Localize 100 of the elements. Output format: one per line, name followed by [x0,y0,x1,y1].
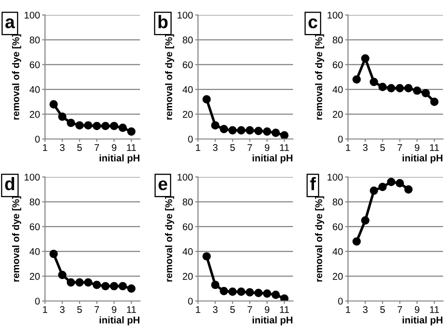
y-tick-label: 0 [338,136,343,143]
y-tick-label: 20 [182,110,193,118]
x-tick-label: 5 [77,306,82,313]
point [66,118,76,128]
x-tick-label: 9 [112,144,116,151]
point [246,288,254,296]
x-axis-title: initial pH [252,316,292,326]
chart-title: b [158,15,168,28]
x-tick-label: 5 [230,144,235,151]
point [75,121,84,130]
x-tick-label: 11 [430,144,439,151]
point [110,122,118,130]
point [272,290,280,299]
y-tick-label: 60 [332,61,343,68]
x-tick-label: 3 [212,144,218,151]
point [101,282,110,290]
point [220,286,228,296]
x-tick-label: 5 [230,306,235,313]
point [361,54,370,63]
point [84,121,92,130]
y-tick-label: 80 [182,198,193,206]
y-tick-label: 20 [332,110,343,118]
point [272,128,280,137]
point [58,112,66,121]
point [228,126,237,134]
x-tick-label: 1 [196,144,200,151]
point [75,278,84,287]
x-axis-title: initial pH [252,154,292,164]
y-tick-label: 20 [30,110,40,118]
y-tick-label: 60 [30,61,40,68]
y-tick-label: 60 [182,223,193,230]
y-tick-label: 80 [332,36,343,44]
y-tick-label: 80 [30,36,40,44]
y-tick-label: 80 [182,36,193,44]
point [211,121,220,130]
chart-title: e [158,180,168,190]
x-tick-label: 9 [112,306,116,313]
point [412,86,422,95]
point [228,288,237,296]
point [101,122,110,130]
point [58,270,66,280]
y-tick-label: 100 [178,12,193,19]
y-tick-label: 60 [332,223,343,230]
x-tick-label: 7 [248,306,252,313]
point [127,284,136,293]
x-tick-label: 9 [414,144,420,151]
point [49,100,58,108]
x-tick-label: 5 [380,306,385,313]
y-axis-title: removal of dye [%] [315,196,324,282]
x-tick-label: 3 [60,144,65,151]
x-tick-label: 11 [127,144,136,151]
chart-title: d [5,177,14,190]
x-tick-label: 5 [380,144,385,151]
x-tick-label: 5 [77,144,82,151]
point [118,124,127,132]
x-tick-label: 11 [280,144,289,151]
x-tick-label: 1 [43,144,48,151]
y-tick-label: 100 [178,174,193,181]
point [84,278,92,287]
point [127,127,136,136]
y-tick-label: 40 [182,248,193,256]
point [396,179,404,188]
point [396,84,404,92]
point [220,124,228,134]
x-tick-label: 9 [264,306,270,313]
x-tick-label: 9 [414,306,420,313]
chart-title: a [5,18,15,28]
chart-title: f [310,177,316,190]
x-tick-label: 1 [196,306,200,313]
point [246,126,254,134]
y-tick-label: 0 [338,298,343,305]
point [237,288,246,296]
point [361,216,370,225]
y-tick-label: 100 [24,12,40,19]
point [202,252,211,261]
y-tick-label: 40 [30,86,40,94]
point [254,288,263,298]
x-tick-label: 1 [346,144,350,151]
point [387,84,396,92]
y-tick-label: 20 [30,272,40,280]
x-tick-label: 7 [248,144,252,151]
point [49,250,58,258]
y-tick-label: 0 [188,136,193,143]
y-tick-label: 40 [182,86,193,94]
point [352,75,361,84]
point [92,280,101,290]
y-tick-label: 60 [182,61,193,68]
x-axis-title: initial pH [402,316,442,326]
x-tick-label: 11 [430,306,439,313]
point [370,78,378,86]
y-tick-label: 100 [328,174,343,181]
point [378,182,387,192]
point [211,280,220,290]
x-tick-label: 3 [362,306,368,313]
point [254,126,263,136]
x-tick-label: 11 [127,306,136,313]
x-tick-label: 3 [362,144,368,151]
y-tick-label: 20 [332,272,343,280]
x-tick-label: 11 [280,306,289,313]
y-tick-label: 100 [24,174,40,181]
